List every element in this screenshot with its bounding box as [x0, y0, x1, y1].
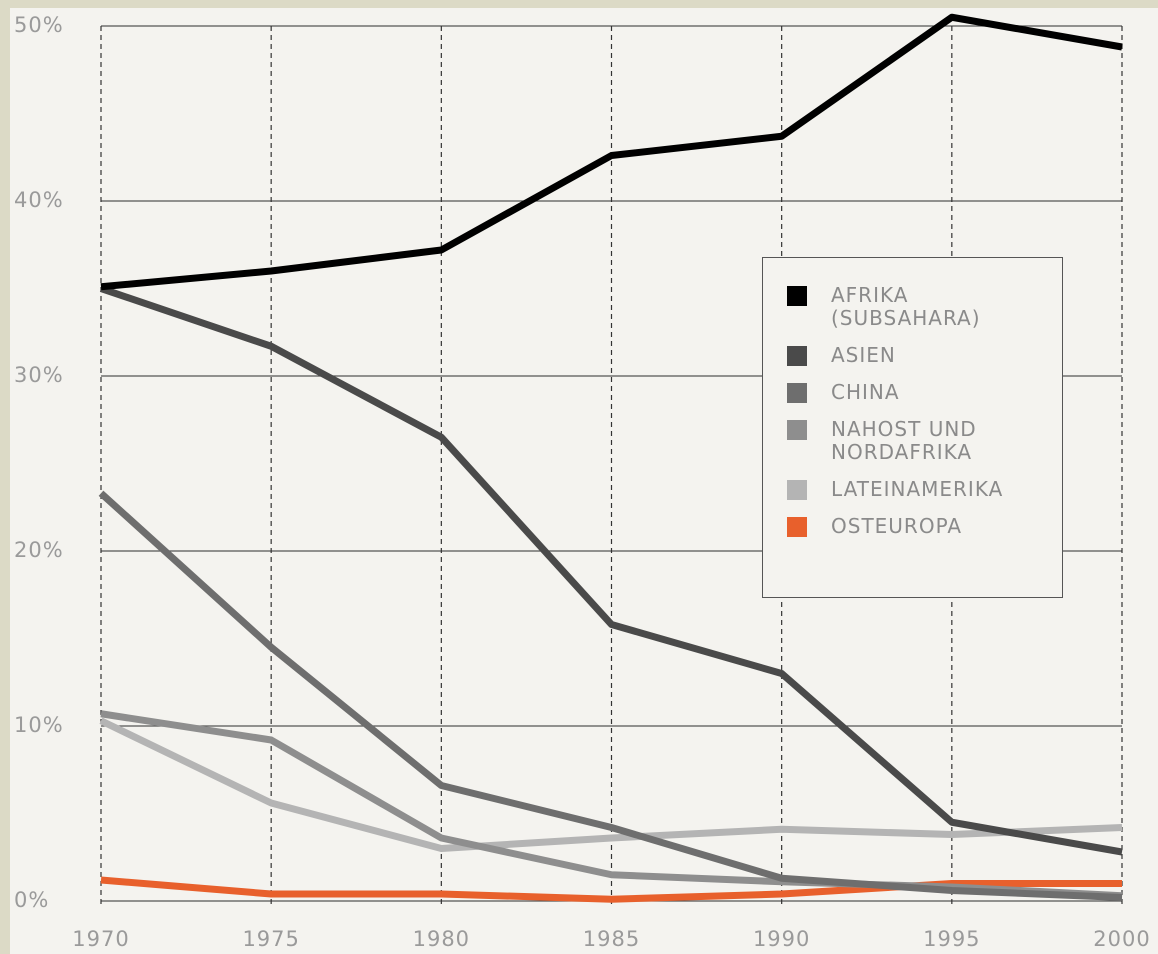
series-line [98, 490, 1123, 901]
x-tick-label: 1970 [72, 927, 129, 951]
legend-label: ASIEN [831, 343, 896, 367]
x-tick-label: 2000 [1093, 927, 1150, 951]
x-tick-label: 1985 [583, 927, 640, 951]
legend-label: AFRIKA (SUBSAHARA) [831, 283, 981, 330]
legend-label: LATEINAMERIKA [831, 477, 1004, 501]
legend-label: CHINA [831, 380, 900, 404]
legend-label: OSTEUROPA [831, 514, 963, 538]
y-tick-label: 0% [14, 888, 49, 912]
x-tick-label: 1995 [923, 927, 980, 951]
legend-item: NAHOST UND NORDAFRIKA [787, 418, 1062, 464]
x-tick-label: 1980 [413, 927, 470, 951]
legend-swatch [787, 383, 807, 403]
legend-swatch [787, 420, 807, 440]
legend-swatch [787, 480, 807, 500]
x-tick-label: 1990 [753, 927, 810, 951]
legend-item: ASIEN [787, 344, 1062, 367]
series-line [100, 13, 1123, 291]
legend-swatch [787, 517, 807, 537]
legend: AFRIKA (SUBSAHARA) ASIEN CHINA NAHOST UND N… [762, 257, 1063, 598]
legend-item: CHINA [787, 381, 1062, 404]
legend-swatch [787, 346, 807, 366]
series-line [99, 285, 1123, 856]
series-line [99, 717, 1123, 852]
legend-item: AFRIKA (SUBSAHARA) [787, 284, 1062, 330]
x-tick-label: 1975 [242, 927, 299, 951]
y-tick-label: 30% [14, 363, 64, 387]
y-tick-label: 10% [14, 713, 64, 737]
y-tick-label: 40% [14, 188, 64, 212]
legend-item: OSTEUROPA [787, 515, 1062, 538]
y-tick-label: 20% [14, 538, 64, 562]
legend-label: NAHOST UND NORDAFRIKA [831, 417, 977, 464]
legend-swatch [787, 286, 807, 306]
legend-item: LATEINAMERIKA [787, 478, 1062, 501]
y-tick-label: 50% [14, 13, 64, 37]
